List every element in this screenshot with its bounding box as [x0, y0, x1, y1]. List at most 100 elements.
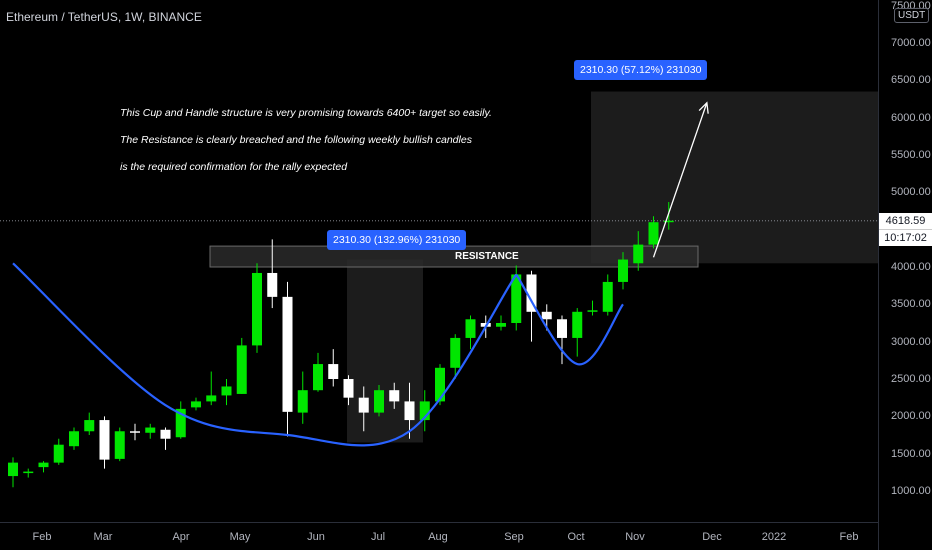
candle-body [343, 379, 354, 398]
candle-body [206, 395, 217, 402]
candle-body [252, 272, 262, 346]
candle [358, 386, 369, 432]
candle-body [267, 272, 278, 297]
candle-body [23, 471, 34, 474]
candle [313, 352, 323, 392]
time-axis-label: Oct [567, 531, 585, 543]
candle-body [404, 401, 415, 421]
candle [252, 263, 262, 353]
currency-badge[interactable]: USDT [894, 8, 930, 23]
candle [145, 423, 156, 439]
time-axis-label: Feb [839, 531, 859, 543]
candle-body [602, 281, 613, 312]
analysis-line-2: The Resistance is clearly breached and t… [120, 134, 472, 146]
candle [633, 231, 644, 271]
candle-body [419, 401, 430, 421]
candle-body [38, 462, 49, 468]
candle-body [465, 319, 476, 338]
measure-zone-upper [591, 91, 878, 264]
candle-body [541, 311, 552, 320]
candle-body [236, 345, 247, 394]
candle-body [8, 462, 18, 477]
candle [465, 315, 476, 350]
candle [38, 461, 49, 473]
candle [450, 334, 461, 379]
candle-body [526, 274, 537, 312]
time-axis[interactable]: Feb Mar Apr May Jun Jul Aug Sep Oct Nov Dec 2022 Feb [0, 522, 878, 550]
price-axis-label: 2000.00 [891, 410, 931, 423]
target-arrow [652, 102, 708, 258]
candle [496, 315, 506, 331]
candle [526, 270, 537, 342]
candle-body [114, 431, 125, 459]
candle [130, 423, 140, 441]
candle [23, 468, 34, 478]
price-axis-label: 6000.00 [891, 111, 931, 124]
candle-body [511, 274, 522, 323]
time-axis-label: Dec [702, 531, 722, 543]
price-axis-label: 6500.00 [891, 74, 931, 87]
candle [69, 427, 79, 450]
candle [404, 382, 415, 439]
candle-body [191, 401, 201, 408]
chart-title: Ethereum / TetherUS, 1W, BINANCE [6, 10, 202, 24]
candle-body [282, 296, 293, 412]
candle-body [450, 337, 461, 368]
handle-curve [515, 273, 624, 366]
candle [8, 457, 18, 488]
candle-body [572, 311, 583, 338]
candle-body [84, 420, 95, 432]
candle [572, 308, 583, 357]
price-axis-label: 5000.00 [891, 186, 931, 199]
price-axis-label: 1000.00 [891, 485, 931, 497]
price-axis-label: 5500.00 [891, 149, 931, 161]
candle-body [587, 310, 598, 312]
analysis-note: This Cup and Handle structure is very pr… [120, 100, 492, 181]
candle-body [99, 420, 110, 460]
candle [160, 427, 171, 450]
measure-callout-upper[interactable]: 2310.30 (57.12%) 231030 [574, 60, 708, 80]
candle-body [69, 431, 79, 447]
resistance-label: RESISTANCE [455, 251, 519, 262]
candle [114, 427, 125, 462]
candle [53, 438, 64, 465]
price-axis-label: 2500.00 [891, 373, 931, 385]
candle [587, 300, 598, 316]
price-axis-label: 7500.00 [891, 0, 931, 12]
candle-body [221, 386, 232, 396]
candle-body [160, 429, 171, 439]
candle [236, 337, 247, 394]
price-axis-label: 4000.00 [891, 261, 931, 273]
candle-body [633, 244, 644, 264]
candle [328, 349, 339, 387]
price-axis-label: 3000.00 [891, 335, 931, 348]
candle [99, 416, 110, 469]
candle-body [358, 397, 369, 413]
candle [419, 390, 430, 432]
highlight-zones [347, 91, 878, 443]
candle-body [374, 390, 384, 413]
time-axis-label: Jul [370, 531, 386, 543]
time-axis-label: Sep [504, 531, 524, 543]
candle [206, 371, 217, 406]
candle-body [435, 367, 445, 402]
candle [297, 371, 308, 424]
candle [663, 202, 674, 230]
price-axis-label: 3500.00 [891, 298, 931, 311]
candle [282, 281, 293, 437]
time-axis-label: Nov [625, 531, 645, 543]
time-axis-label: Feb [32, 531, 52, 543]
candle [618, 252, 628, 290]
price-axis[interactable]: 7500.00 7000.00 6500.00 6000.00 5500.00 5000.… [878, 0, 932, 550]
candle-body [557, 319, 567, 338]
measure-callout-lower[interactable]: 2310.30 (132.96%) 231030 [327, 230, 467, 250]
cup-curve [12, 262, 518, 447]
analysis-line-1: This Cup and Handle structure is very pr… [120, 107, 492, 119]
time-axis-label: Apr [172, 531, 190, 543]
last-price: 4618.59 [885, 215, 926, 227]
candle-body [663, 220, 674, 223]
time-axis-label: Mar [93, 531, 113, 543]
price-axis-label: 7000.00 [891, 37, 931, 49]
candle [84, 412, 95, 435]
